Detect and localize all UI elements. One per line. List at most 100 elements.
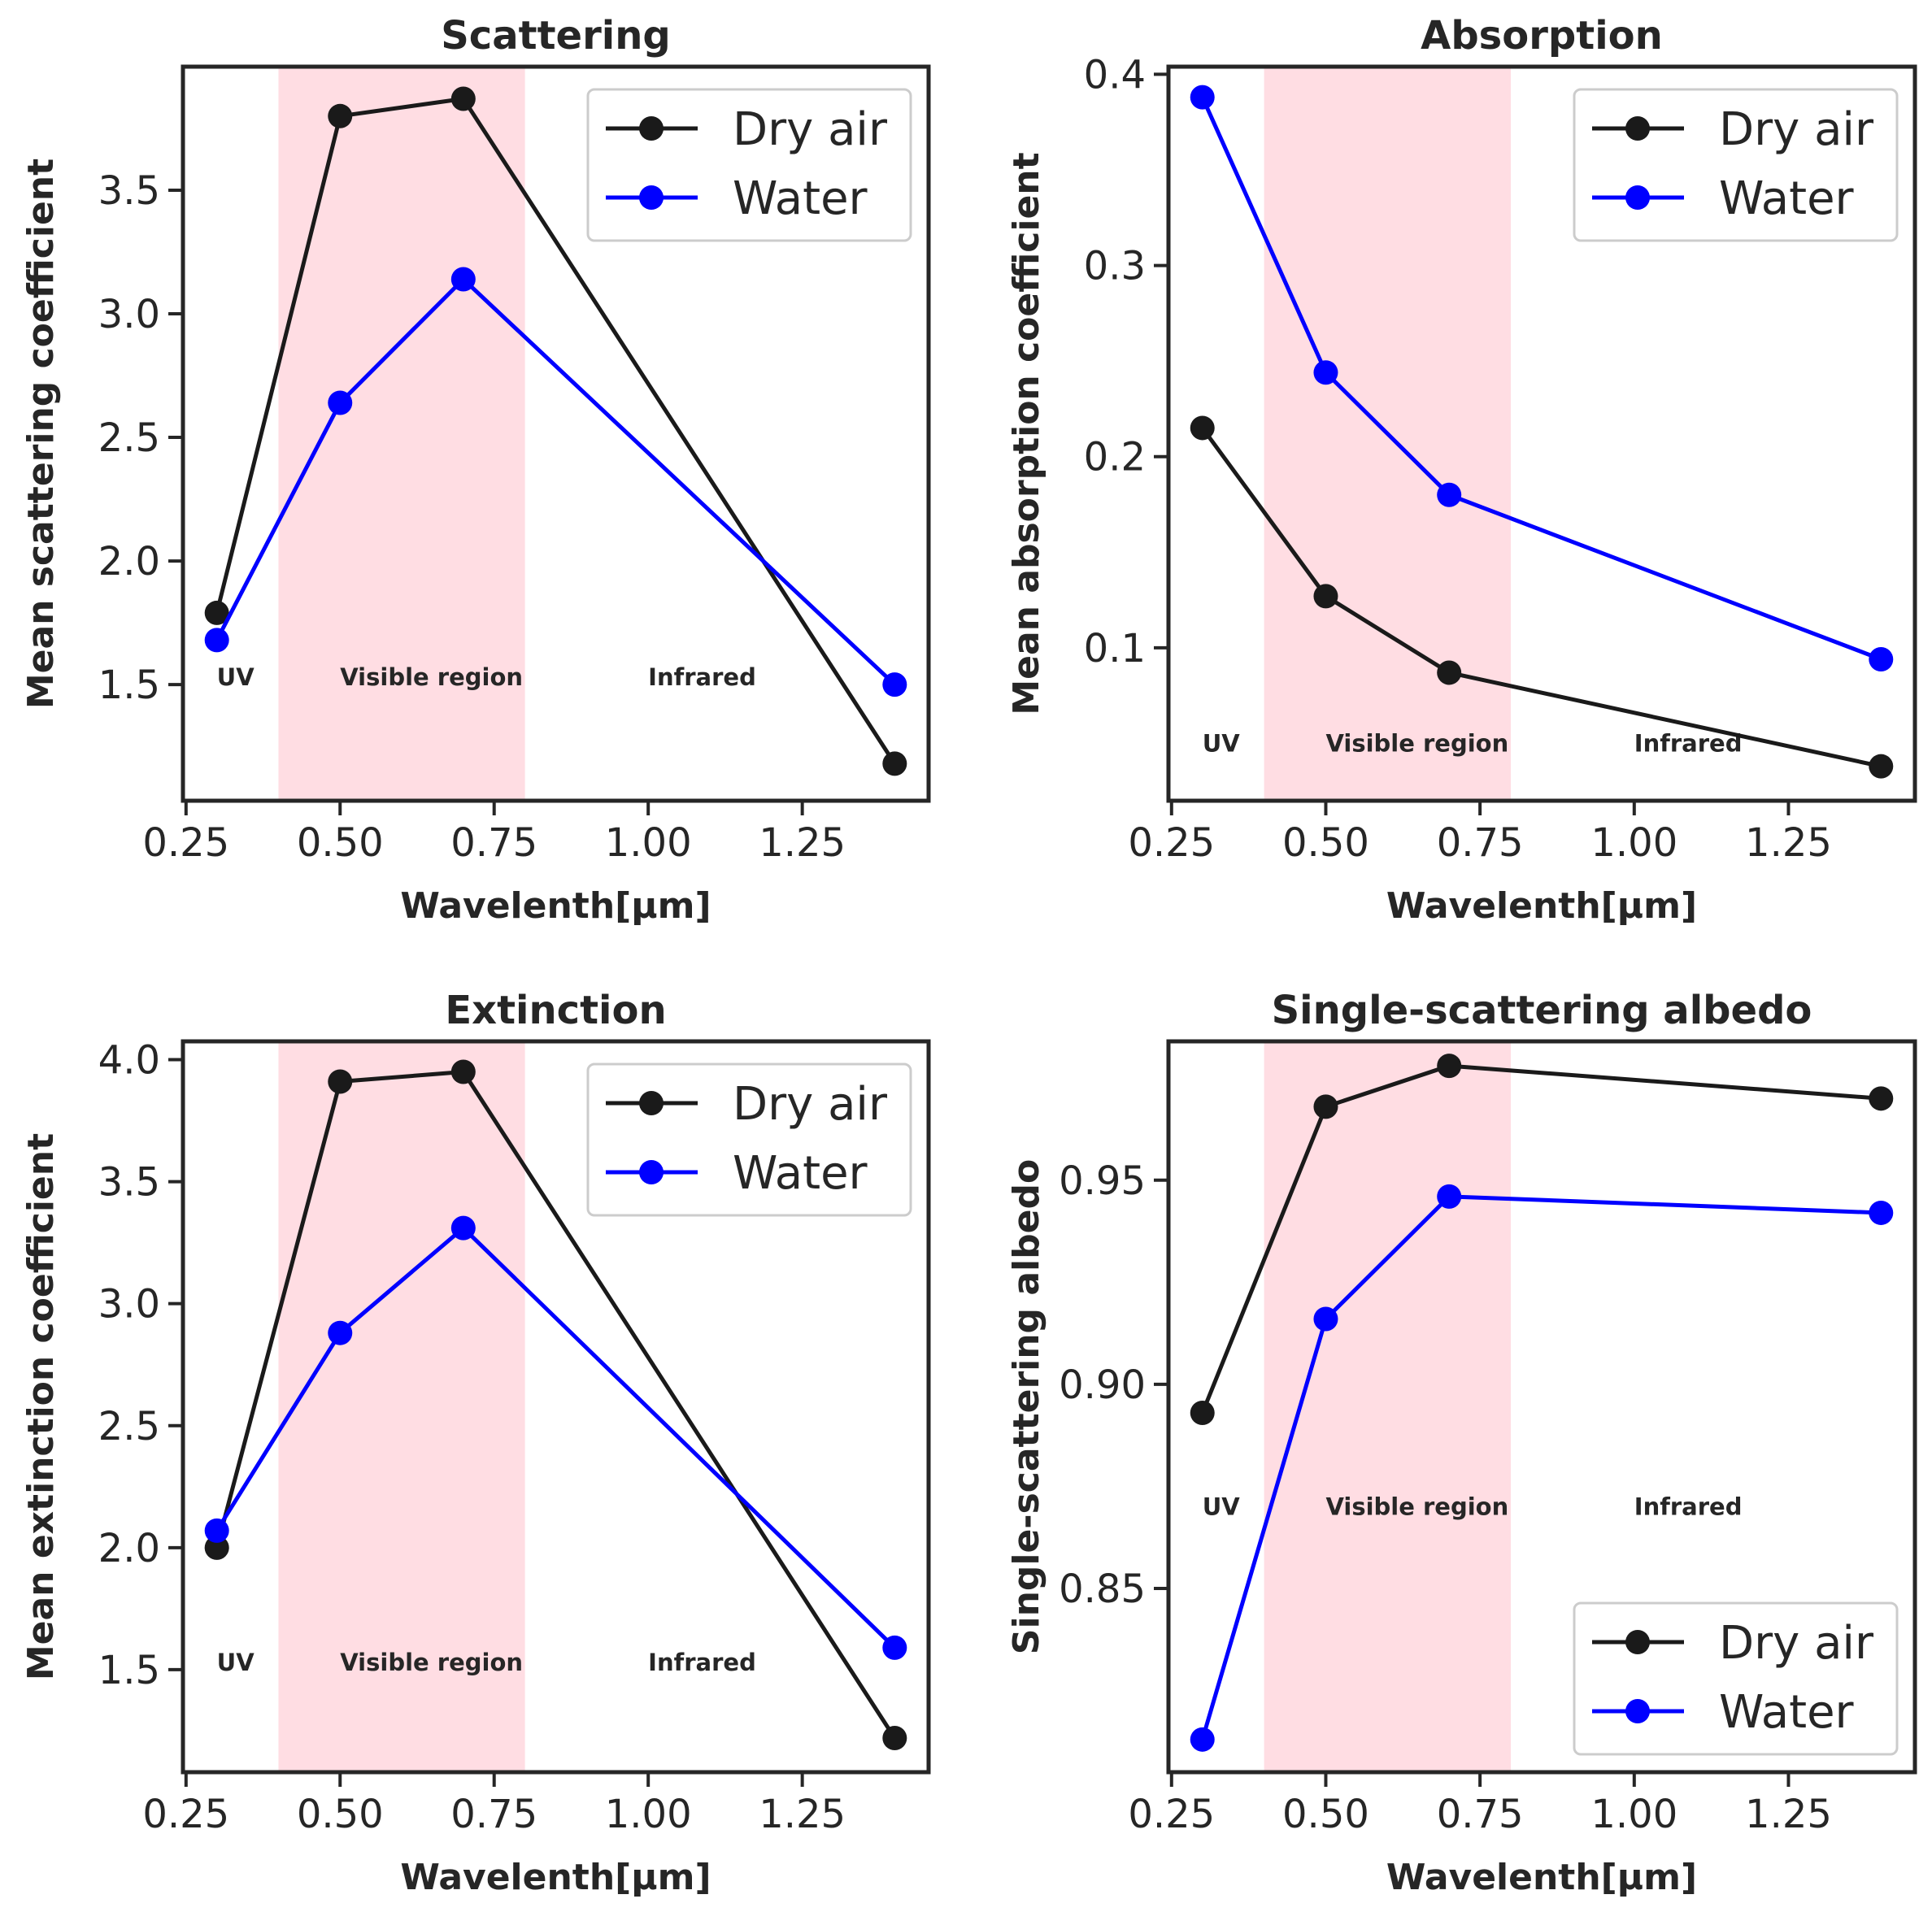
chart-title: Absorption bbox=[1421, 13, 1663, 59]
y-tick-label: 2.5 bbox=[98, 1404, 160, 1449]
y-tick-label: 2.0 bbox=[98, 539, 160, 584]
x-axis-label: Wavelenth[μm] bbox=[400, 1857, 711, 1898]
data-point-dry-air bbox=[1190, 415, 1215, 441]
legend-marker-dry-air bbox=[639, 116, 664, 141]
data-point-dry-air bbox=[328, 1069, 353, 1094]
data-point-dry-air bbox=[450, 1059, 476, 1084]
y-tick-label: 3.5 bbox=[98, 1160, 160, 1206]
region-label: Visible region bbox=[340, 1649, 523, 1676]
data-point-dry-air bbox=[1869, 1086, 1894, 1111]
legend-marker-water bbox=[1625, 185, 1650, 210]
series-line-dry-air bbox=[1200, 426, 1882, 769]
data-point-water bbox=[1313, 1306, 1338, 1332]
y-axis-label: Mean absorption coefficient bbox=[1006, 152, 1047, 715]
legend-label-dry-air: Dry air bbox=[1719, 1617, 1874, 1670]
data-point-water bbox=[1190, 1727, 1215, 1752]
y-tick-label: 0.90 bbox=[1059, 1362, 1146, 1408]
legend-label-water: Water bbox=[733, 172, 868, 225]
region-label: UV bbox=[1203, 729, 1241, 757]
region-label: Visible region bbox=[340, 663, 523, 691]
data-point-water bbox=[882, 672, 907, 697]
region-label: UV bbox=[217, 663, 255, 691]
series-line-dry-air bbox=[1200, 1063, 1882, 1414]
data-point-water bbox=[450, 267, 476, 292]
y-tick-label: 4.0 bbox=[98, 1038, 160, 1084]
x-tick-label: 1.00 bbox=[605, 1792, 692, 1837]
data-point-water bbox=[328, 1320, 353, 1345]
chart-title: Single-scattering albedo bbox=[1272, 988, 1812, 1033]
data-point-water bbox=[882, 1635, 907, 1660]
y-tick-label: 0.85 bbox=[1059, 1567, 1146, 1612]
legend-label-dry-air: Dry air bbox=[733, 1078, 888, 1131]
data-point-water bbox=[450, 1215, 476, 1241]
region-label: Infrared bbox=[1634, 1493, 1743, 1521]
chart-panel-3: UV Visible region Infrared 0.25 0.50 0.75 1.00… bbox=[20, 988, 931, 1898]
series-line-water bbox=[215, 276, 897, 686]
plot-frame bbox=[181, 64, 931, 803]
legend-marker-dry-air bbox=[1625, 116, 1650, 141]
y-tick-label: 2.5 bbox=[98, 415, 160, 461]
data-point-water bbox=[1190, 85, 1215, 110]
x-tick-label: 0.75 bbox=[450, 1792, 537, 1837]
chart-title: Scattering bbox=[441, 13, 671, 59]
legend-label-water: Water bbox=[1719, 1686, 1855, 1739]
data-point-dry-air bbox=[1190, 1401, 1215, 1426]
y-tick-label: 0.1 bbox=[1084, 626, 1146, 671]
data-point-water bbox=[1869, 646, 1894, 671]
data-point-water bbox=[204, 628, 229, 653]
x-tick-label: 0.25 bbox=[1128, 1792, 1215, 1837]
data-point-water bbox=[204, 1518, 229, 1543]
region-label: Visible region bbox=[1325, 729, 1508, 757]
legend-label-dry-air: Dry air bbox=[1719, 103, 1874, 156]
y-axis-label: Mean scattering coefficient bbox=[20, 159, 62, 709]
legend-marker-dry-air bbox=[639, 1091, 664, 1115]
x-axis-label: Wavelenth[μm] bbox=[400, 885, 711, 927]
x-tick-label: 0.50 bbox=[1282, 820, 1369, 866]
y-tick-label: 0.3 bbox=[1084, 244, 1146, 289]
visible-band bbox=[278, 67, 525, 801]
data-point-dry-air bbox=[1313, 1094, 1338, 1119]
legend: Dry air Water bbox=[586, 88, 912, 242]
legend-label-dry-air: Dry air bbox=[733, 103, 888, 156]
x-axis-label: Wavelenth[μm] bbox=[1386, 885, 1697, 927]
region-label: UV bbox=[217, 1649, 255, 1676]
series-line-water bbox=[215, 1226, 897, 1649]
chart-title: Extinction bbox=[445, 988, 666, 1033]
plot-frame bbox=[1166, 64, 1917, 803]
x-tick-label: 0.25 bbox=[142, 1792, 229, 1837]
legend: Dry air Water bbox=[586, 1062, 912, 1217]
legend-marker-dry-air bbox=[1625, 1630, 1650, 1654]
y-tick-label: 3.5 bbox=[98, 168, 160, 214]
x-tick-label: 0.75 bbox=[1437, 820, 1524, 866]
legend-label-water: Water bbox=[1719, 172, 1855, 225]
data-point-dry-air bbox=[204, 1535, 229, 1560]
x-tick-label: 1.00 bbox=[605, 820, 692, 866]
y-tick-label: 1.5 bbox=[98, 1648, 160, 1693]
x-tick-label: 1.00 bbox=[1590, 820, 1677, 866]
series-line-water bbox=[1200, 96, 1882, 662]
plot-frame bbox=[181, 1039, 931, 1775]
data-point-dry-air bbox=[1437, 1054, 1462, 1079]
x-tick-label: 1.25 bbox=[1745, 820, 1832, 866]
chart-panel-1: UV Visible region Infrared 0.25 0.50 0.75 1.00… bbox=[20, 13, 931, 927]
visible-band bbox=[1264, 1041, 1512, 1772]
legend-marker-water bbox=[639, 185, 664, 210]
y-tick-label: 3.0 bbox=[98, 292, 160, 337]
data-point-dry-air bbox=[450, 86, 476, 111]
data-point-dry-air bbox=[1313, 584, 1338, 609]
x-tick-label: 0.50 bbox=[1282, 1792, 1369, 1837]
x-tick-label: 1.25 bbox=[1745, 1792, 1832, 1837]
y-tick-label: 3.0 bbox=[98, 1282, 160, 1328]
x-tick-label: 1.00 bbox=[1590, 1792, 1677, 1837]
data-point-water bbox=[1437, 1184, 1462, 1209]
data-point-dry-air bbox=[1869, 754, 1894, 779]
series-line-water bbox=[1200, 1194, 1882, 1740]
legend: Dry air Water bbox=[1573, 88, 1899, 242]
plot-frame bbox=[1166, 1039, 1917, 1775]
data-point-water bbox=[1313, 360, 1338, 385]
x-tick-label: 0.75 bbox=[1437, 1792, 1524, 1837]
x-tick-label: 0.50 bbox=[297, 820, 384, 866]
data-point-water bbox=[328, 390, 353, 415]
y-tick-label: 0.2 bbox=[1084, 435, 1146, 480]
